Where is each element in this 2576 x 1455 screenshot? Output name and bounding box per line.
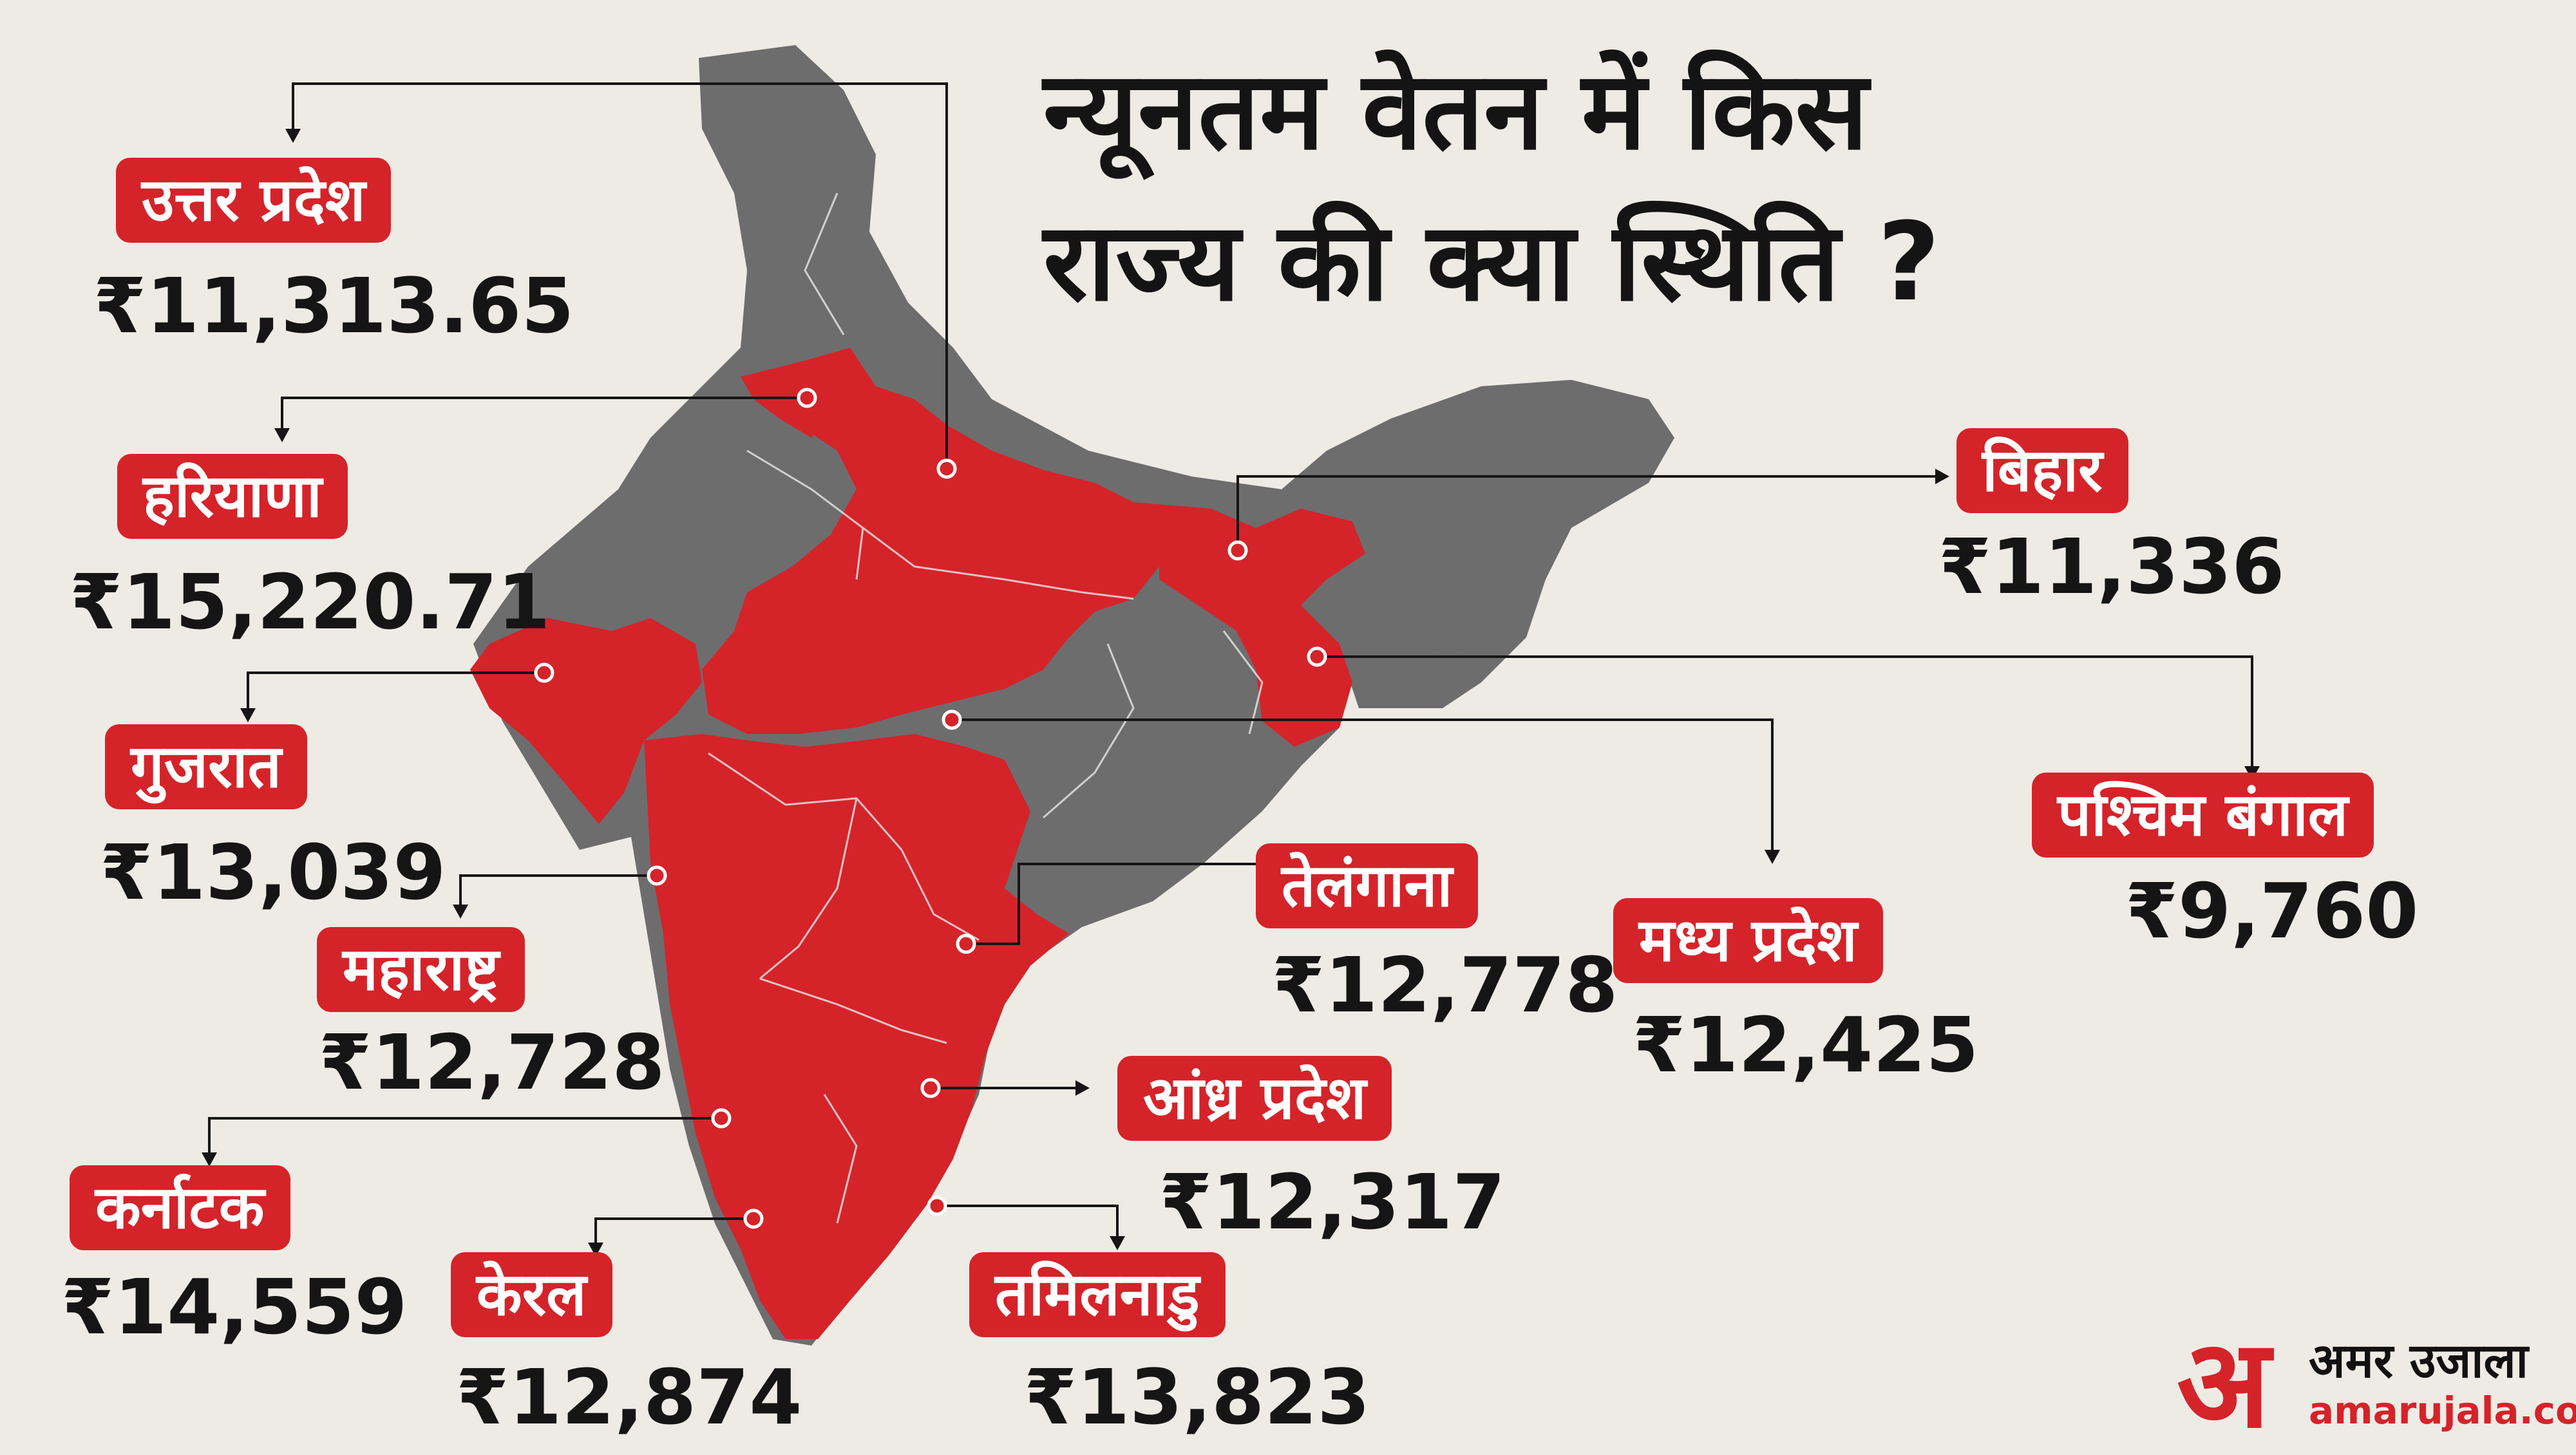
leader-telangana <box>966 863 1262 945</box>
state-wage-gujarat: ₹13,039 <box>100 828 446 917</box>
state-label-west-bengal: पश्चिम बंगाल <box>2032 773 2374 858</box>
state-label-madhya-pradesh: मध्य प्रदेश <box>1613 898 1883 983</box>
state-wage-haryana: ₹15,220.71 <box>70 558 551 646</box>
leader-karnataka <box>208 1117 721 1156</box>
state-label-maharashtra: महाराष्ट्र <box>317 927 525 1012</box>
state-wage-bihar: ₹11,336 <box>1938 522 2285 611</box>
title-line-1: न्यूनतम वेतन में किस <box>1043 48 1868 174</box>
title-line-2: राज्य की क्या स्थिति ? <box>1043 199 1940 325</box>
leader-lines <box>208 82 2253 1246</box>
peninsula-highlight <box>644 734 1069 1339</box>
leader-dots <box>534 388 1327 1229</box>
state-label-andhra-pradesh: आंध्र प्रदेश <box>1117 1056 1392 1141</box>
infographic-title: न्यूनतम वेतन में किस राज्य की क्या स्थित… <box>1043 35 1940 338</box>
state-boundaries <box>708 192 1264 1224</box>
publisher-logo: अ अमर उजाला amarujala.com <box>2177 1320 2576 1449</box>
state-wage-andhra-pradesh: ₹12,317 <box>1159 1158 1506 1246</box>
leader-uttar-pradesh <box>292 82 948 469</box>
state-wage-maharashtra: ₹12,728 <box>319 1018 665 1107</box>
leader-gujarat <box>247 671 544 711</box>
state-label-uttar-pradesh: उत्तर प्रदेश <box>116 158 392 243</box>
leader-bihar <box>1236 475 1938 550</box>
state-label-tamil-nadu: तमिलनाडु <box>969 1252 1226 1337</box>
leader-tamil-nadu <box>937 1205 1119 1239</box>
leader-west-bengal <box>1317 655 2253 769</box>
northeast-states <box>1327 438 1578 657</box>
gujarat-highlight <box>470 618 702 824</box>
state-label-haryana: हरियाणा <box>117 454 348 539</box>
state-wage-uttar-pradesh: ₹11,313.65 <box>93 261 574 350</box>
state-wage-west-bengal: ₹9,760 <box>2125 867 2419 955</box>
state-wage-karnataka: ₹14,559 <box>61 1263 408 1351</box>
state-label-karnataka: कर्नाटक <box>70 1165 290 1250</box>
state-label-telangana: तेलंगाना <box>1256 843 1479 928</box>
state-wage-telangana: ₹12,778 <box>1272 941 1618 1029</box>
state-wage-madhya-pradesh: ₹12,425 <box>1633 1000 1979 1089</box>
logo-site: amarujala.com <box>2309 1389 2576 1432</box>
logo-name: अमर उजाला <box>2309 1333 2528 1389</box>
leader-kerala <box>594 1217 753 1246</box>
leader-haryana <box>281 397 807 431</box>
logo-mark: अ <box>2177 1313 2271 1455</box>
state-wage-tamil-nadu: ₹13,823 <box>1024 1353 1370 1441</box>
leader-madhya-pradesh <box>952 718 1774 853</box>
state-wage-kerala: ₹12,874 <box>456 1353 802 1441</box>
leader-maharashtra <box>459 874 657 908</box>
state-label-kerala: केरल <box>451 1252 612 1337</box>
east-highlight-region <box>1133 502 1365 747</box>
central-highlight-region <box>702 348 1159 734</box>
state-label-bihar: बिहार <box>1956 428 2128 513</box>
state-label-gujarat: गुजरात <box>105 724 307 809</box>
